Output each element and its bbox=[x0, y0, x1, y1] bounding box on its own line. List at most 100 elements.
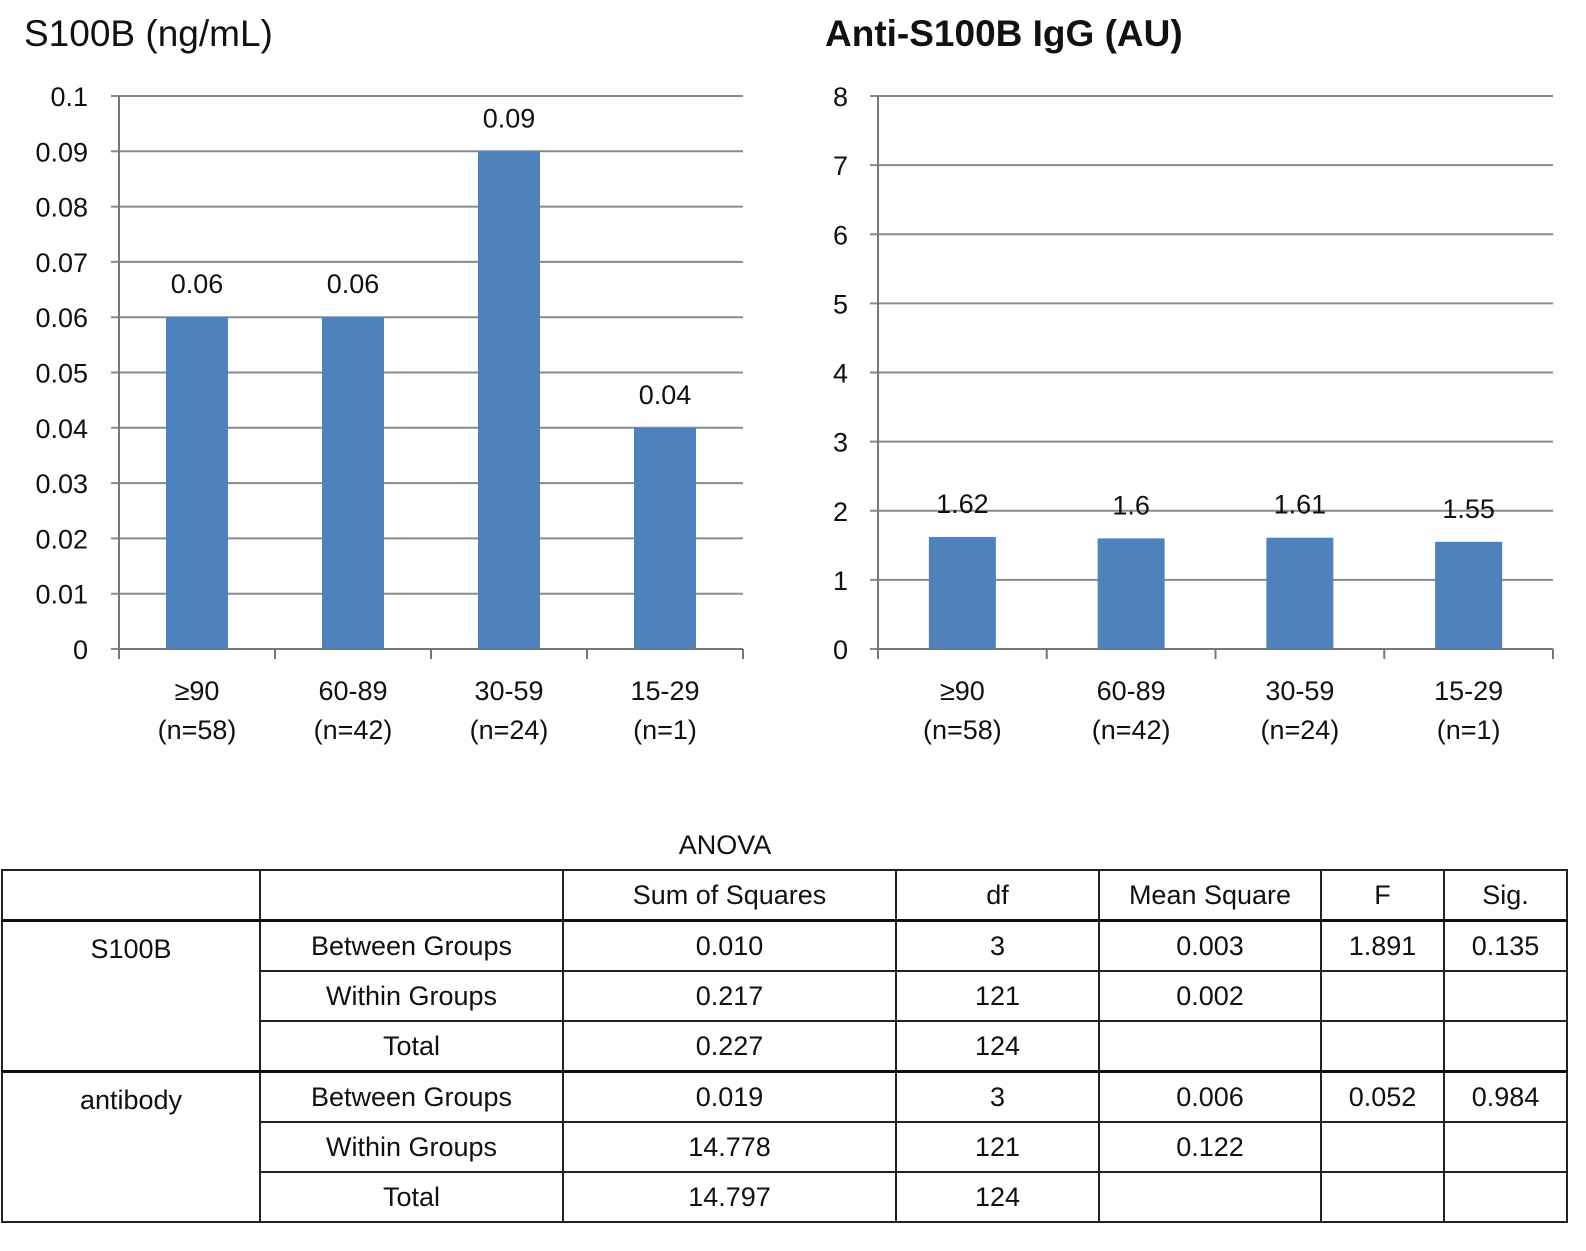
header-cell: Mean Square bbox=[1098, 869, 1322, 922]
header-cell: Sum of Squares bbox=[562, 869, 897, 922]
table-row: Within Groups 14.778 121 0.122 bbox=[2, 1121, 1568, 1173]
x-tick-label: ≥90 bbox=[940, 676, 985, 706]
table-row: Total 14.797 124 bbox=[2, 1171, 1568, 1223]
value-cell: 0.019 bbox=[562, 1070, 897, 1123]
value-cell: 0.122 bbox=[1098, 1121, 1322, 1173]
data-label: 1.61 bbox=[1274, 490, 1327, 520]
y-tick-label: 6 bbox=[833, 220, 848, 250]
anova-header-row: Sum of Squares df Mean Square F Sig. bbox=[1, 869, 1568, 922]
x-tick-label: 60-89 bbox=[318, 676, 387, 706]
value-cell: 3 bbox=[895, 1070, 1100, 1123]
y-tick-label: 1 bbox=[833, 566, 848, 596]
y-tick-label: 0 bbox=[73, 635, 88, 665]
x-tick-label: 60-89 bbox=[1097, 676, 1166, 706]
value-cell: 0.217 bbox=[562, 970, 897, 1022]
value-cell: 0.135 bbox=[1443, 919, 1568, 972]
value-cell bbox=[1443, 1171, 1568, 1223]
value-cell: 14.797 bbox=[562, 1171, 897, 1223]
x-tick-count-label: (n=42) bbox=[1092, 715, 1171, 745]
data-label: 0.06 bbox=[327, 269, 380, 299]
bar bbox=[1097, 538, 1165, 649]
group-label-cell: antibody bbox=[1, 1070, 261, 1223]
x-tick-count-label: (n=1) bbox=[633, 715, 697, 745]
bar bbox=[478, 151, 540, 650]
value-cell: 124 bbox=[895, 1171, 1100, 1223]
x-tick-count-label: (n=24) bbox=[470, 715, 549, 745]
y-tick-label: 0.03 bbox=[35, 469, 88, 499]
x-tick-count-label: (n=24) bbox=[1260, 715, 1339, 745]
value-cell: 0.227 bbox=[562, 1020, 897, 1073]
y-tick-label: 0.01 bbox=[35, 580, 88, 610]
y-tick-label: 0 bbox=[833, 635, 848, 665]
y-tick-label: 7 bbox=[833, 151, 848, 181]
s100b-bar-chart: 0 0.01 0.02 0.03 0.04 0.05 0.06 0.07 0.08 0.09 0.1… bbox=[35, 82, 744, 745]
source-cell: Within Groups bbox=[259, 1121, 564, 1173]
data-label: 1.6 bbox=[1112, 490, 1150, 520]
value-cell bbox=[1443, 1121, 1568, 1173]
source-cell: Within Groups bbox=[259, 970, 564, 1022]
x-tick-count-label: (n=58) bbox=[158, 715, 237, 745]
source-cell: Between Groups bbox=[259, 1070, 564, 1123]
y-tick-label: 3 bbox=[833, 428, 848, 458]
y-tick-label: 0.08 bbox=[35, 193, 88, 223]
value-cell: 14.778 bbox=[562, 1121, 897, 1173]
value-cell: 121 bbox=[895, 970, 1100, 1022]
bar bbox=[1435, 541, 1503, 649]
data-label: 1.55 bbox=[1442, 494, 1495, 524]
value-cell bbox=[1443, 970, 1568, 1022]
value-cell: 0.003 bbox=[1098, 919, 1322, 972]
bar bbox=[166, 317, 228, 649]
value-cell bbox=[1098, 1020, 1322, 1073]
chart-title-anti-s100b-igg: Anti-S100B IgG (AU) bbox=[825, 13, 1183, 54]
y-tick-label: 8 bbox=[833, 82, 848, 112]
value-cell: 0.052 bbox=[1320, 1070, 1445, 1123]
y-tick-label: 2 bbox=[833, 497, 848, 527]
value-cell: 0.006 bbox=[1098, 1070, 1322, 1123]
source-cell: Total bbox=[259, 1020, 564, 1073]
table-row: S100B Between Groups 0.010 3 0.003 1.891… bbox=[1, 919, 1568, 1073]
chart-title-s100b: S100B (ng/mL) bbox=[24, 13, 273, 54]
group-label-cell: S100B bbox=[1, 919, 261, 1073]
x-tick-label: 15-29 bbox=[630, 676, 699, 706]
source-cell: Total bbox=[259, 1171, 564, 1223]
header-cell bbox=[1, 869, 261, 922]
anova-table: Sum of Squares df Mean Square F Sig. S10… bbox=[1, 869, 1568, 1223]
anova-title: ANOVA bbox=[678, 830, 772, 860]
data-label: 0.06 bbox=[171, 269, 224, 299]
y-tick-label: 0.05 bbox=[35, 359, 88, 389]
y-tick-label: 4 bbox=[833, 359, 848, 389]
y-tick-label: 0.02 bbox=[35, 524, 88, 554]
header-cell: Sig. bbox=[1443, 869, 1568, 922]
header-cell: F bbox=[1320, 869, 1445, 922]
y-tick-label: 5 bbox=[833, 289, 848, 319]
y-tick-label: 0.1 bbox=[50, 82, 88, 112]
value-cell bbox=[1320, 970, 1445, 1022]
y-tick-label: 0.04 bbox=[35, 414, 88, 444]
bar bbox=[634, 427, 696, 649]
value-cell: 0.002 bbox=[1098, 970, 1322, 1022]
value-cell: 121 bbox=[895, 1121, 1100, 1173]
value-cell bbox=[1443, 1020, 1568, 1073]
bar bbox=[322, 317, 384, 649]
table-row: Within Groups 0.217 121 0.002 bbox=[2, 970, 1568, 1022]
data-label: 0.09 bbox=[483, 103, 536, 133]
x-tick-count-label: (n=42) bbox=[314, 715, 393, 745]
x-tick-label: 30-59 bbox=[474, 676, 543, 706]
data-label: 1.62 bbox=[936, 489, 989, 519]
y-tick-label: 0.06 bbox=[35, 303, 88, 333]
value-cell: 124 bbox=[895, 1020, 1100, 1073]
table-row: Total 0.227 124 bbox=[2, 1020, 1568, 1073]
header-cell: df bbox=[895, 869, 1100, 922]
value-cell: 3 bbox=[895, 919, 1100, 972]
bar bbox=[928, 537, 996, 649]
x-tick-label: ≥90 bbox=[175, 676, 220, 706]
y-tick-label: 0.09 bbox=[35, 137, 88, 167]
y-tick-label: 0.07 bbox=[35, 248, 88, 278]
value-cell bbox=[1098, 1171, 1322, 1223]
header-cell bbox=[259, 869, 564, 922]
source-cell: Between Groups bbox=[259, 919, 564, 972]
bar bbox=[1266, 537, 1334, 649]
table-row: antibody Between Groups 0.019 3 0.006 0.… bbox=[1, 1070, 1568, 1223]
data-label: 0.04 bbox=[639, 380, 692, 410]
x-tick-count-label: (n=1) bbox=[1437, 715, 1501, 745]
